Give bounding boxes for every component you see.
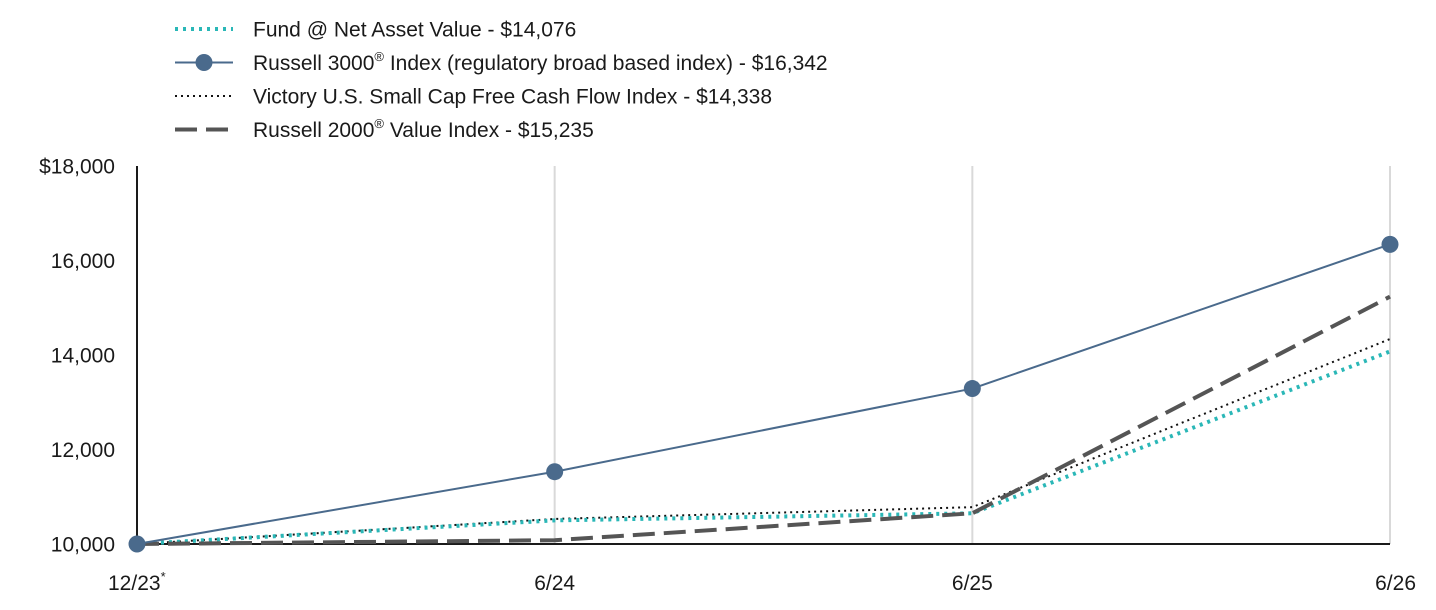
y-tick-label: $18,000 xyxy=(39,156,115,179)
x-tick-label: 6/26 xyxy=(1375,572,1416,595)
legend-item-russell2000v: Russell 2000® Value Index - $15,235 xyxy=(175,116,594,142)
legend: Fund @ Net Asset Value - $14,076 Russell … xyxy=(175,19,828,142)
legend-label: Victory U.S. Small Cap Free Cash Flow In… xyxy=(253,86,772,109)
series-line-russell3000 xyxy=(136,243,1391,545)
series-line-russell2000v xyxy=(136,294,1391,546)
x-tick-labels: 12/23* 6/24 6/25 6/26 xyxy=(108,569,1416,595)
legend-item-russell3000: Russell 3000® Index (regulatory broad ba… xyxy=(175,49,828,75)
point-russell3000-6/25 xyxy=(963,380,981,398)
legend-label: Russell 3000® Index (regulatory broad ba… xyxy=(253,49,828,75)
gridlines xyxy=(553,166,1391,544)
y-tick-label: 14,000 xyxy=(51,345,115,368)
x-tick-label: 12/23* xyxy=(108,569,166,595)
legend-marker xyxy=(195,54,213,71)
axes xyxy=(136,166,1390,545)
legend-label: Fund @ Net Asset Value - $14,076 xyxy=(253,19,576,42)
y-tick-label: 16,000 xyxy=(51,250,115,273)
point-russell3000-12/23 xyxy=(128,535,146,553)
y-tick-label: 10,000 xyxy=(51,534,115,557)
series-line-fund xyxy=(136,349,1391,546)
legend-label: Russell 2000® Value Index - $15,235 xyxy=(253,116,594,142)
y-tick-label: 12,000 xyxy=(51,439,115,462)
y-tick-labels: 10,000 12,000 14,000 16,000 $18,000 xyxy=(39,156,115,557)
x-tick-label: 6/24 xyxy=(534,572,575,595)
point-russell3000-6/26 xyxy=(1381,235,1399,253)
series-lines xyxy=(128,235,1399,553)
legend-item-fund: Fund @ Net Asset Value - $14,076 xyxy=(175,19,576,42)
x-tick-label: 6/25 xyxy=(952,572,993,595)
series-line-victory xyxy=(136,338,1391,545)
legend-item-victory: Victory U.S. Small Cap Free Cash Flow In… xyxy=(175,86,772,109)
point-russell3000-6/24 xyxy=(546,463,564,481)
